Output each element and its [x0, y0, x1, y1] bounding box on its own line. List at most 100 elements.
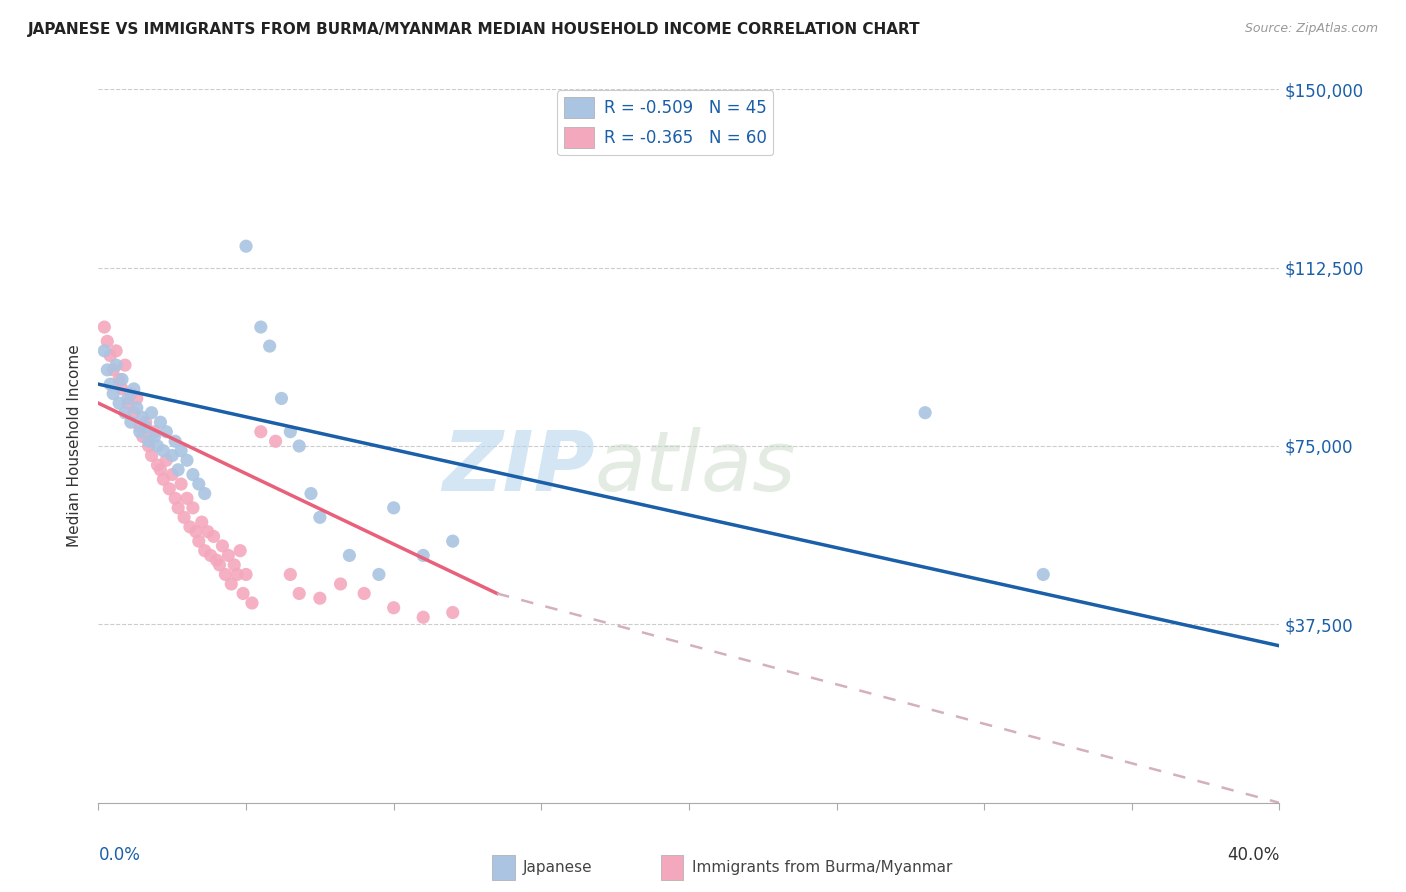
- Text: Immigrants from Burma/Myanmar: Immigrants from Burma/Myanmar: [692, 861, 952, 875]
- Point: [111, 372, 134, 386]
- Point: [197, 524, 219, 539]
- Point: [111, 382, 134, 396]
- Text: atlas: atlas: [595, 427, 796, 508]
- Point: [187, 477, 209, 491]
- Point: [339, 549, 360, 563]
- Point: [224, 558, 246, 572]
- Point: [122, 406, 145, 420]
- Point: [288, 439, 311, 453]
- Point: [135, 415, 157, 429]
- Point: [288, 586, 311, 600]
- Point: [114, 406, 136, 420]
- Point: [278, 567, 302, 582]
- Point: [187, 534, 209, 549]
- Point: [200, 549, 222, 563]
- Point: [309, 510, 332, 524]
- Point: [93, 343, 115, 358]
- Point: [125, 401, 148, 415]
- Point: [108, 372, 131, 386]
- Text: JAPANESE VS IMMIGRANTS FROM BURMA/MYANMAR MEDIAN HOUSEHOLD INCOME CORRELATION CH: JAPANESE VS IMMIGRANTS FROM BURMA/MYANMA…: [28, 22, 921, 37]
- Point: [132, 429, 155, 443]
- Point: [162, 449, 183, 463]
- Point: [132, 410, 155, 425]
- Point: [202, 529, 225, 543]
- Point: [96, 334, 118, 349]
- Point: [1032, 567, 1054, 582]
- Point: [412, 610, 434, 624]
- Text: Japanese: Japanese: [523, 861, 593, 875]
- Point: [329, 577, 352, 591]
- Point: [170, 477, 193, 491]
- Point: [128, 425, 150, 439]
- Point: [309, 591, 332, 606]
- Point: [103, 363, 125, 377]
- Point: [914, 406, 936, 420]
- Point: [214, 567, 236, 582]
- Point: [353, 586, 375, 600]
- Point: [146, 439, 169, 453]
- Point: [179, 520, 201, 534]
- Point: [194, 543, 217, 558]
- Point: [194, 486, 217, 500]
- Point: [125, 392, 148, 406]
- Point: [205, 553, 228, 567]
- Point: [229, 543, 252, 558]
- Point: [219, 577, 242, 591]
- Point: [250, 425, 273, 439]
- Point: [146, 458, 169, 472]
- Point: [299, 486, 322, 500]
- Point: [117, 392, 139, 406]
- Point: [141, 406, 163, 420]
- Point: [157, 482, 180, 496]
- Point: [250, 320, 273, 334]
- Point: [138, 434, 160, 449]
- Point: [235, 567, 257, 582]
- Point: [120, 415, 142, 429]
- Point: [278, 425, 302, 439]
- Point: [155, 425, 177, 439]
- Point: [143, 425, 166, 439]
- Point: [162, 467, 183, 482]
- Point: [181, 467, 204, 482]
- Point: [96, 363, 118, 377]
- Text: 0.0%: 0.0%: [98, 846, 141, 863]
- Point: [105, 358, 128, 372]
- Point: [122, 382, 145, 396]
- Point: [93, 320, 115, 334]
- Point: [441, 534, 464, 549]
- Point: [103, 386, 125, 401]
- Point: [176, 453, 198, 467]
- Point: [138, 439, 160, 453]
- Point: [232, 586, 254, 600]
- Text: ZIP: ZIP: [441, 427, 595, 508]
- Point: [105, 343, 128, 358]
- Y-axis label: Median Household Income: Median Household Income: [67, 344, 83, 548]
- Point: [152, 443, 174, 458]
- Text: 40.0%: 40.0%: [1227, 846, 1279, 863]
- Point: [264, 434, 287, 449]
- Point: [441, 606, 464, 620]
- Point: [184, 524, 207, 539]
- Point: [155, 453, 177, 467]
- Point: [98, 377, 121, 392]
- Text: Source: ZipAtlas.com: Source: ZipAtlas.com: [1244, 22, 1378, 36]
- Point: [191, 515, 214, 529]
- Point: [173, 510, 195, 524]
- Legend: R = -0.509   N = 45, R = -0.365   N = 60: R = -0.509 N = 45, R = -0.365 N = 60: [557, 90, 773, 155]
- Point: [167, 500, 190, 515]
- Point: [108, 396, 131, 410]
- Point: [176, 491, 198, 506]
- Point: [235, 239, 257, 253]
- Point: [117, 396, 139, 410]
- Point: [114, 358, 136, 372]
- Point: [143, 429, 166, 443]
- Point: [167, 463, 190, 477]
- Point: [259, 339, 281, 353]
- Point: [165, 434, 187, 449]
- Point: [217, 549, 239, 563]
- Point: [152, 472, 174, 486]
- Point: [135, 420, 157, 434]
- Point: [128, 420, 150, 434]
- Point: [170, 443, 193, 458]
- Point: [270, 392, 292, 406]
